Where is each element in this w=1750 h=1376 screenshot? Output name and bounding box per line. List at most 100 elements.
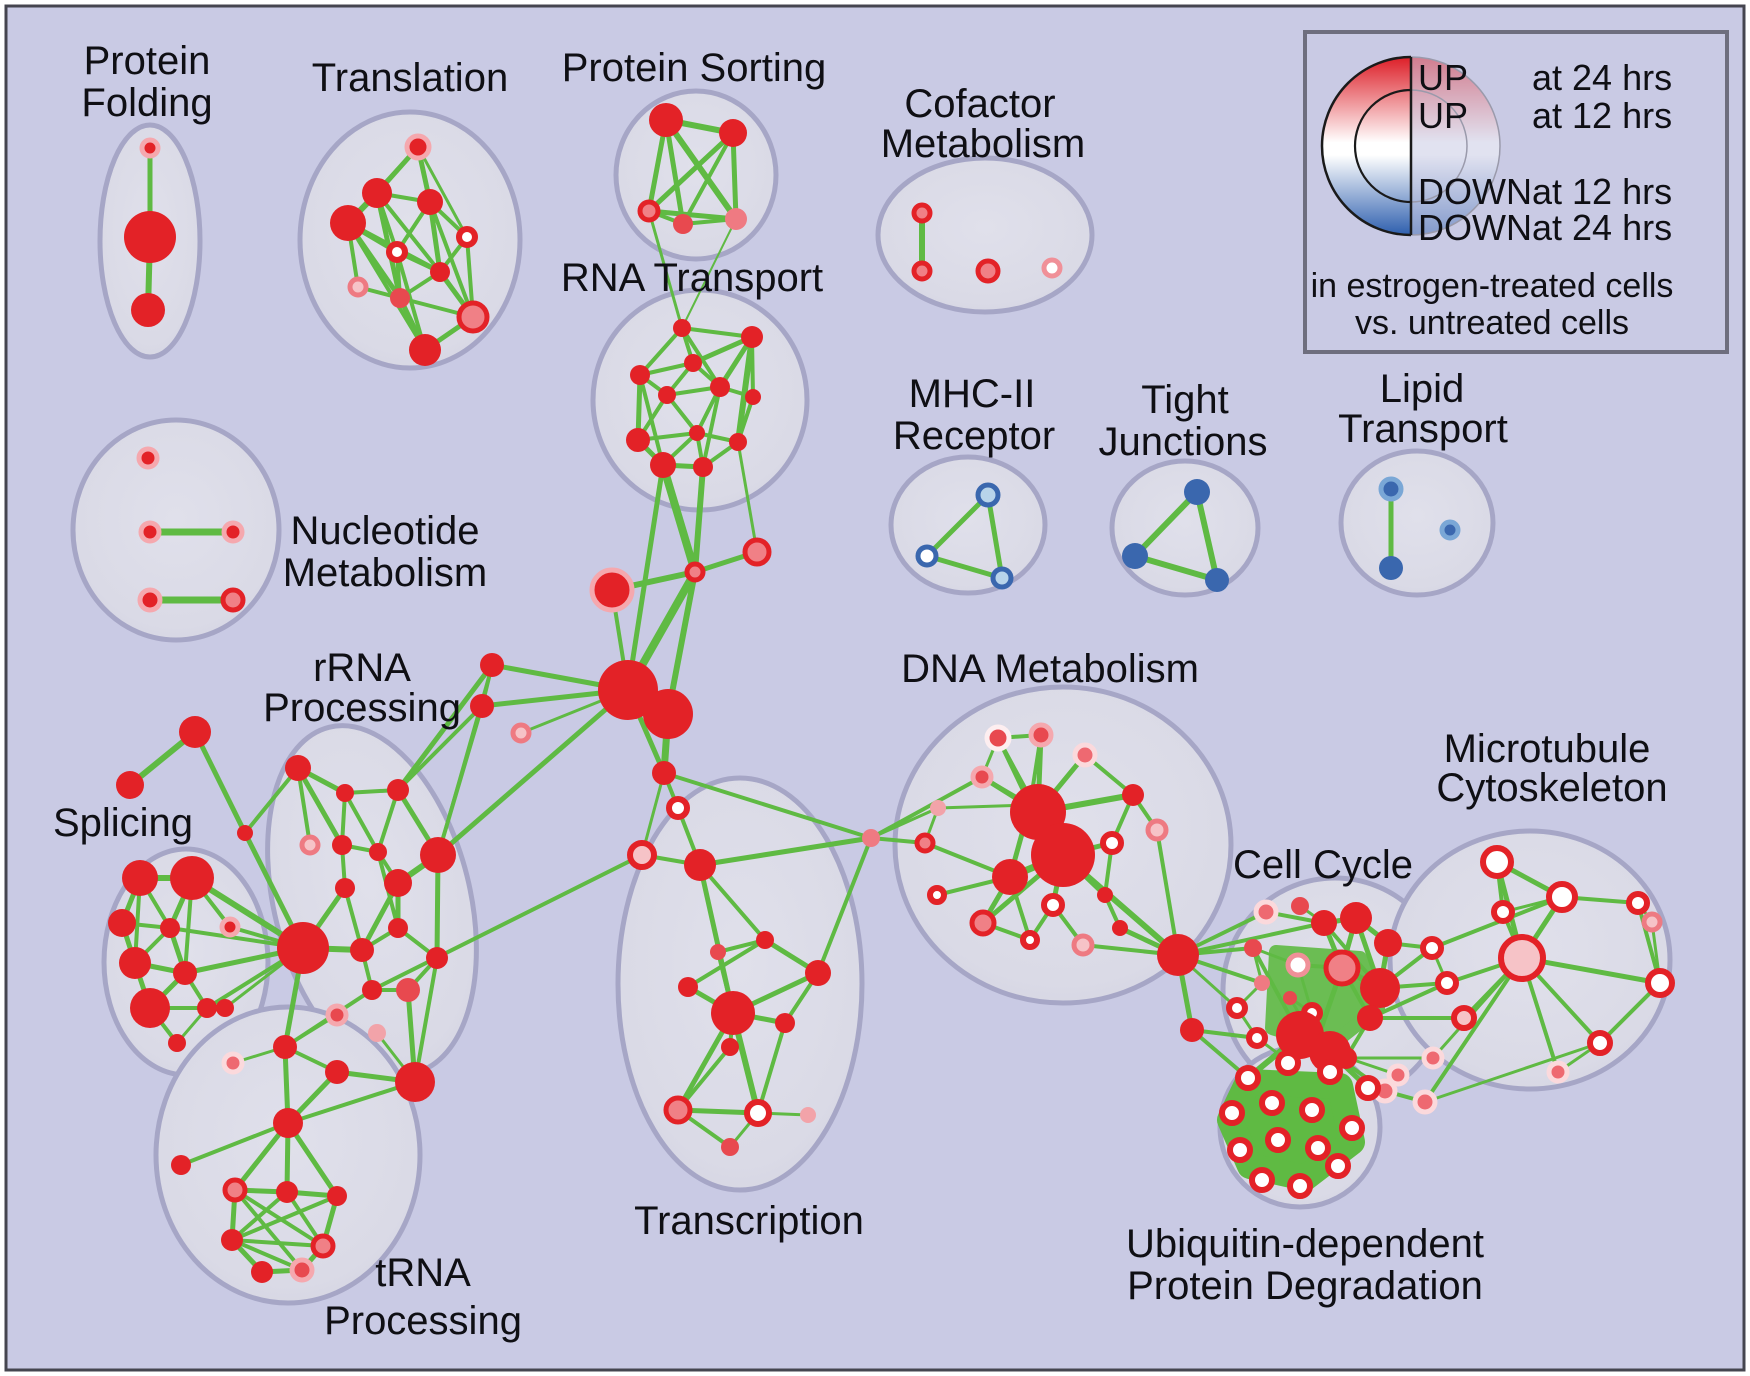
network-edge	[625, 462, 666, 693]
network-node-dm21	[1157, 934, 1199, 976]
network-node-rr16	[273, 1035, 297, 1059]
network-edge	[416, 145, 469, 239]
network-node-dm10	[992, 859, 1028, 895]
cluster-label-cell-cycle: Cell Cycle	[1233, 843, 1413, 887]
network-node-mc3	[510, 722, 532, 744]
network-node-sp9	[197, 998, 217, 1018]
legend-caption-line1: in estrogen-treated cells	[1311, 267, 1674, 305]
network-edge	[663, 117, 686, 227]
network-node-hx4	[221, 1229, 243, 1251]
network-node-ub4	[1355, 1075, 1381, 1101]
network-edge	[985, 492, 1005, 581]
network-edge	[638, 373, 665, 467]
network-node-sp10	[168, 1034, 186, 1052]
legend-label-up-24: UP	[1418, 57, 1468, 98]
network-node-mt6	[1641, 911, 1663, 933]
network-edge	[735, 334, 755, 445]
network-edge	[646, 130, 736, 214]
network-node-hx6	[251, 1261, 273, 1283]
network-node-cc19b	[1309, 1031, 1351, 1073]
network-node-rr10	[350, 938, 374, 962]
network-edge	[681, 131, 735, 226]
cluster-label-mhc-ii-receptor: MHC-II	[909, 372, 1036, 416]
network-node-sp8	[130, 988, 170, 1028]
network-edge	[1423, 1041, 1602, 1104]
network-node-tr7	[710, 944, 726, 960]
network-edge	[179, 1121, 290, 1167]
network-node-tl8	[347, 276, 369, 298]
network-node-ub2	[1275, 1050, 1301, 1076]
network-node-rt2	[741, 326, 763, 348]
network-node-tl7	[430, 262, 450, 282]
network-node-nm2	[138, 520, 162, 544]
network-node-cc6	[1244, 939, 1262, 957]
network-node-cc12	[1283, 991, 1297, 1005]
network-node-ub12	[1249, 1167, 1275, 1193]
network-node-tl4	[330, 205, 366, 241]
network-node-nm1	[136, 446, 160, 470]
network-node-rr17	[221, 1051, 245, 1075]
network-node-lp2	[1379, 556, 1403, 580]
network-node-rt1	[673, 319, 691, 337]
network-edge	[230, 1194, 339, 1242]
network-node-hx3	[327, 1186, 347, 1206]
network-node-cc11	[1226, 997, 1248, 1019]
network-node-ub14	[1325, 1153, 1351, 1179]
network-node-ub3	[1317, 1059, 1343, 1085]
network-node-mc2	[470, 694, 494, 718]
network-node-dm16	[1041, 893, 1065, 917]
network-edge	[646, 208, 739, 222]
network-node-tr9	[678, 977, 698, 997]
network-node-trniso	[171, 1155, 191, 1175]
network-node-rt11	[650, 452, 676, 478]
network-node-cf1	[911, 202, 933, 224]
network-edge	[701, 385, 722, 469]
network-edge	[659, 461, 699, 576]
network-node-ub6	[1259, 1090, 1285, 1116]
network-node-dm20	[1112, 920, 1128, 936]
network-node-sp6	[119, 947, 151, 979]
network-node-pf3	[131, 293, 165, 327]
legend-caption-line2: vs. untreated cells	[1355, 304, 1629, 342]
network-node-cc2	[1291, 897, 1309, 915]
network-edge	[816, 836, 873, 975]
network-node-dm17	[1097, 887, 1113, 903]
network-node-rr14	[396, 978, 420, 1002]
network-edge	[756, 1021, 787, 1115]
cluster-ellipse-tight-junctions	[1109, 458, 1261, 598]
network-node-tr4	[684, 849, 716, 881]
network-node-tl10	[456, 300, 490, 334]
network-node-dm4	[970, 765, 994, 789]
legend-inner-left-arc	[1353, 88, 1412, 204]
network-node-rr20	[325, 1060, 349, 1084]
network-edge	[233, 1188, 304, 1272]
network-node-ps4	[673, 214, 693, 234]
network-node-rel1	[862, 829, 880, 847]
legend-outer-right-arc	[1410, 56, 1501, 236]
network-node-cm2	[1435, 971, 1459, 995]
network-node-sp4	[160, 918, 180, 938]
network-node-rr15	[325, 1003, 349, 1027]
network-edge	[686, 938, 767, 989]
network-edge	[233, 1188, 325, 1248]
cluster-ellipse-lipid-transport	[1338, 448, 1496, 598]
network-node-tg1	[179, 716, 211, 748]
cluster-label-trna-processing: tRNA	[375, 1251, 471, 1295]
network-edge	[663, 117, 739, 222]
network-edge	[395, 250, 427, 352]
network-node-mt3	[1491, 900, 1515, 924]
network-node-mc1	[480, 653, 504, 677]
network-node-cm1	[1420, 936, 1444, 960]
network-edge	[1430, 895, 1564, 950]
network-node-tr6	[756, 931, 774, 949]
network-node-rr1	[285, 755, 311, 781]
legend-time-up-24: at 24 hrs	[1532, 57, 1672, 98]
network-node-cc8	[1323, 949, 1361, 987]
network-node-tl11	[409, 334, 441, 366]
network-edge	[681, 218, 737, 329]
network-node-tl1	[404, 133, 432, 161]
network-node-hx5	[310, 1233, 336, 1259]
network-node-dm12	[1145, 818, 1169, 842]
